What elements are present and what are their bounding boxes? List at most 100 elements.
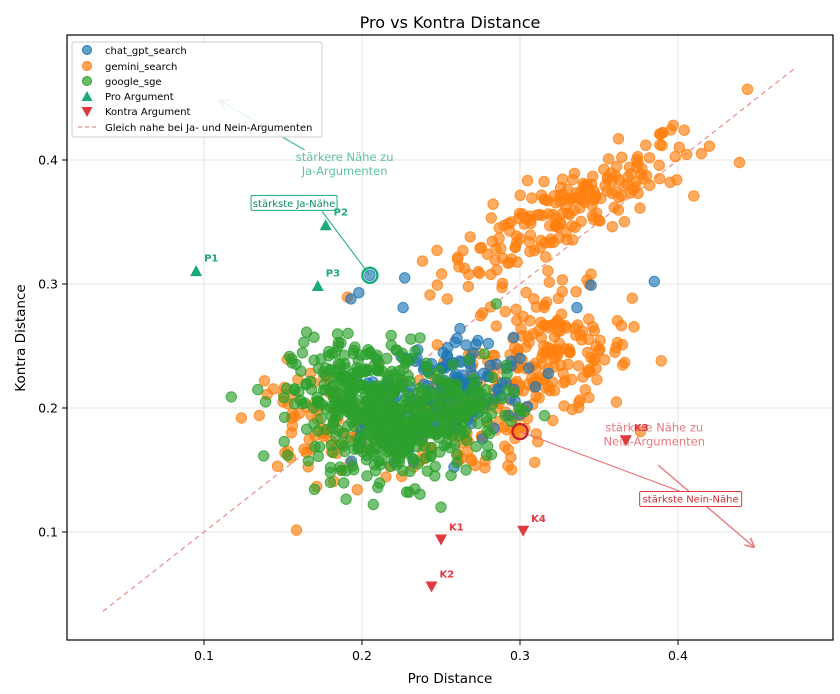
data-point-google-sge (405, 428, 417, 440)
data-point-gemini-search (654, 139, 666, 151)
data-point-gemini-search (626, 292, 638, 304)
data-point-chat-gpt-search (399, 272, 411, 284)
data-point-gemini-search (567, 173, 579, 186)
data-point-google-sge (364, 346, 376, 358)
data-point-gemini-search (608, 201, 620, 214)
data-point-google-sge (308, 354, 320, 366)
plot-frame (66, 34, 834, 641)
data-point-google-sge (495, 393, 508, 405)
data-point-gemini-search (576, 334, 588, 346)
data-point-gemini-search (593, 214, 605, 226)
data-point-google-sge (324, 466, 337, 479)
data-point-google-sge (445, 469, 457, 481)
data-point-google-sge (344, 405, 356, 418)
data-point-google-sge (397, 363, 410, 375)
data-point-gemini-search (555, 218, 567, 230)
data-point-google-sge (225, 391, 238, 403)
data-point-google-sge (403, 486, 415, 498)
data-point-gemini-search (655, 355, 667, 367)
data-point-gemini-search (602, 153, 615, 165)
data-point-gemini-search (431, 339, 443, 351)
data-point-chat-gpt-search (397, 301, 409, 314)
data-point-gemini-search (580, 178, 593, 191)
kontra-argument-marker (619, 435, 632, 447)
data-point-gemini-search (547, 236, 560, 249)
data-point-gemini-search (573, 396, 585, 408)
data-point-gemini-search (585, 268, 597, 280)
legend-label: Gleich nahe bei Ja- und Nein-Argumenten (105, 123, 312, 134)
data-point-gemini-search (542, 381, 554, 393)
data-point-google-sge (460, 464, 472, 476)
data-point-chat-gpt-search (514, 352, 526, 365)
data-point-gemini-search (664, 176, 676, 189)
data-point-gemini-search (619, 356, 631, 369)
data-point-gemini-search (530, 301, 542, 313)
data-point-google-sge (447, 358, 459, 371)
data-point-gemini-search (628, 321, 640, 333)
data-point-gemini-search (567, 234, 579, 246)
legend: chat_gpt_search gemini_search google_sge… (71, 41, 323, 138)
x-tick-label: 0.3 (510, 648, 530, 663)
legend-label: gemini_search (105, 62, 177, 73)
data-point-google-sge (501, 368, 513, 380)
data-point-gemini-search (587, 170, 599, 183)
data-point-google-sge (441, 410, 453, 422)
data-point-gemini-search (695, 147, 708, 160)
y-tick-label: 0.1 (38, 525, 58, 540)
strongest-kontra-connector (519, 430, 681, 493)
data-point-gemini-search (610, 396, 623, 408)
pro-direction-text-line1: stärkere Nähe zu (296, 150, 394, 164)
legend-item-equal-distance-line: Gleich nahe bei Ja- und Nein-Argumenten (78, 123, 312, 134)
data-point-gemini-search (547, 352, 559, 365)
data-point-google-sge (421, 357, 433, 369)
data-point-google-sge (278, 435, 290, 448)
data-point-gemini-search (606, 221, 618, 233)
data-point-google-sge (304, 375, 317, 387)
data-point-google-sge (335, 438, 348, 451)
data-point-gemini-search (590, 340, 602, 352)
data-point-gemini-search (598, 163, 610, 176)
data-point-chat-gpt-search (491, 383, 504, 395)
data-point-gemini-search (495, 242, 507, 255)
argument-markers-layer: P1 P2 P3 K1 K2 K3 K4 (190, 208, 649, 593)
legend-marker-gemini-search (82, 61, 92, 71)
data-point-google-sge (295, 365, 307, 377)
data-point-gemini-search (538, 175, 550, 188)
data-point-gemini-search (464, 231, 476, 243)
data-point-google-sge (252, 383, 264, 396)
data-point-google-sge (372, 383, 385, 395)
data-point-gemini-search (463, 268, 475, 281)
triangle-up-icon (81, 91, 93, 101)
kontra-argument-marker (435, 534, 447, 546)
data-point-gemini-search (511, 314, 523, 327)
data-point-gemini-search (543, 276, 555, 288)
data-point-gemini-search (558, 343, 571, 355)
data-point-gemini-search (584, 365, 596, 377)
data-point-google-sge (538, 409, 551, 422)
data-point-chat-gpt-search (648, 275, 660, 288)
data-point-gemini-search (667, 119, 679, 132)
data-point-google-sge (389, 445, 401, 457)
data-point-gemini-search (253, 409, 265, 422)
data-point-gemini-search (502, 443, 514, 456)
data-point-google-sge (478, 348, 491, 360)
data-point-google-sge (347, 348, 360, 360)
data-point-gemini-search (583, 391, 595, 404)
data-point-google-sge (435, 501, 447, 513)
data-point-gemini-search (533, 325, 545, 337)
legend-item-kontra-argument: Kontra Argument (81, 107, 191, 118)
kontra-argument-marker (517, 525, 530, 537)
data-point-chat-gpt-search (345, 293, 357, 305)
data-point-gemini-search (556, 285, 568, 298)
data-point-gemini-search (634, 202, 646, 214)
data-point-gemini-search (528, 245, 540, 257)
data-point-gemini-search (581, 346, 594, 359)
data-point-google-sge (397, 465, 409, 477)
data-point-google-sge (379, 413, 391, 425)
triangle-down-icon (81, 107, 93, 117)
data-point-gemini-search (479, 462, 491, 474)
data-point-google-sge (334, 461, 346, 473)
y-axis-label: Kontra Distance (13, 284, 29, 391)
data-point-gemini-search (520, 286, 532, 299)
data-point-google-sge (367, 498, 379, 511)
